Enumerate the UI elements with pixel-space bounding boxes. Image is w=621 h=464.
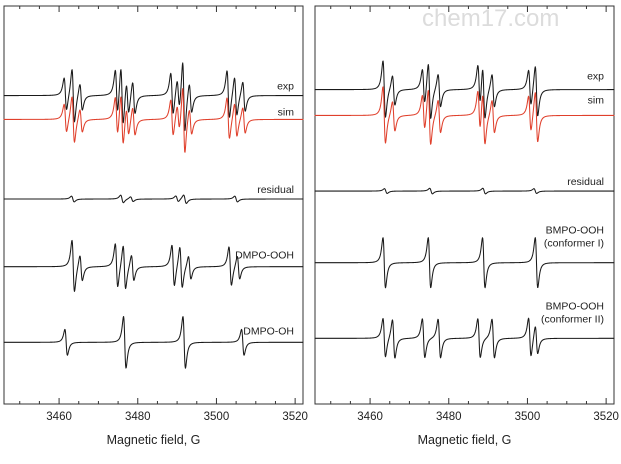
series-label-dmpo-oh: DMPO-OH [243, 325, 294, 337]
x-tick-label: 3520 [282, 411, 308, 423]
series-label-exp: exp [277, 81, 294, 93]
series-label-sim: sim [278, 106, 295, 118]
series-label-dmpo-ooh: DMPO-OOH [235, 250, 294, 262]
panel-left: 3460 3480 3500 3520 Magnetic field, G exp sim r… [3, 5, 308, 447]
trace-exp [3, 62, 304, 131]
x-tick-label: 3460 [46, 411, 72, 423]
plot-frame [314, 5, 615, 405]
trace-sim [314, 86, 615, 145]
plot-frame [3, 5, 304, 405]
x-axis-title: Magnetic field, G [107, 433, 201, 447]
series-label-residual: residual [567, 176, 604, 188]
series-label-sim: sim [588, 94, 605, 106]
x-tick-label: 3520 [593, 411, 619, 423]
x-tick-label: 3500 [515, 411, 541, 423]
series-label-bmpo-ooh-conformer-i: BMPO-OOH (conformer I) [544, 225, 604, 250]
panel-right: 3460 3480 3500 3520 Magnetic field, G exp sim r… [314, 5, 619, 447]
trace-bmpo-ooh-conformer-ii [314, 317, 615, 359]
x-tick-label: 3480 [436, 411, 462, 423]
trace-residual [314, 187, 615, 195]
x-axis-title: Magnetic field, G [418, 433, 512, 447]
x-tick-label: 3460 [357, 411, 383, 423]
trace-exp [314, 60, 615, 119]
series-label-exp: exp [587, 71, 604, 83]
series-label-residual: residual [257, 184, 294, 196]
trace-dmpo-oh [3, 315, 304, 369]
series-label-bmpo-ooh-conformer-ii: BMPO-OOH (conformer II) [541, 300, 604, 325]
trace-dmpo-ooh [3, 239, 304, 292]
trace-bmpo-ooh-conformer-i [314, 237, 615, 289]
x-tick-label: 3480 [125, 411, 151, 423]
x-tick-label: 3500 [204, 411, 230, 423]
trace-sim [3, 88, 304, 153]
watermark-text: chem17.com [422, 5, 559, 32]
trace-residual [3, 194, 304, 204]
